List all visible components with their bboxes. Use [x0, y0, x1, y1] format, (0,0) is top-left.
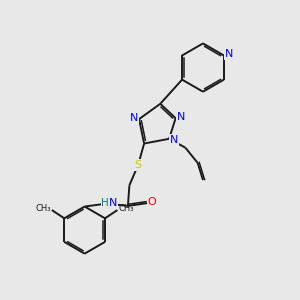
Text: S: S [135, 160, 142, 170]
Text: CH₃: CH₃ [35, 204, 51, 213]
Text: CH₃: CH₃ [118, 204, 134, 213]
Text: N: N [130, 113, 138, 123]
Text: N: N [225, 49, 233, 59]
Text: N: N [170, 135, 178, 145]
Text: O: O [148, 197, 156, 207]
Text: H: H [101, 198, 109, 208]
Text: N: N [108, 198, 117, 208]
Text: N: N [176, 112, 185, 122]
